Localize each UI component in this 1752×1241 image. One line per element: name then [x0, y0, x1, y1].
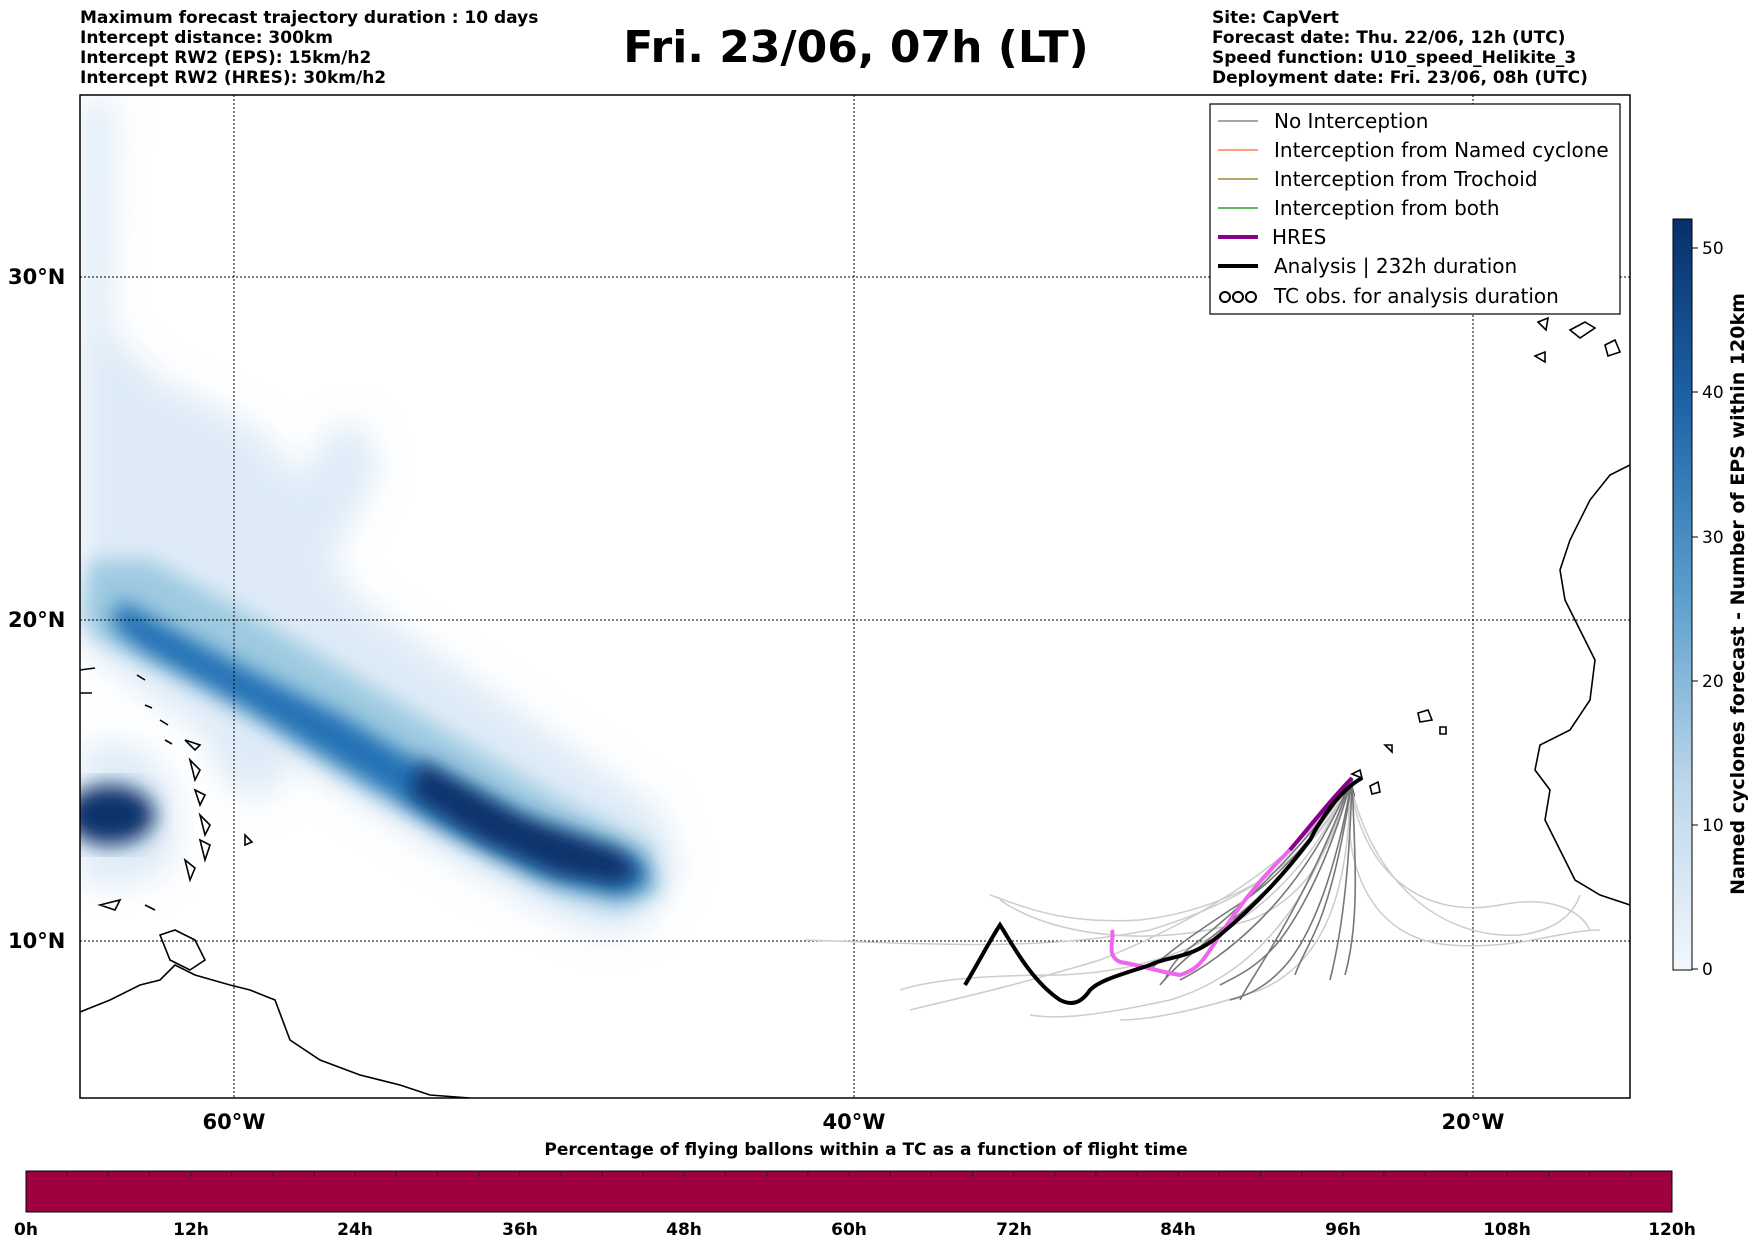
lat-label-30n: 30°N: [8, 265, 65, 289]
map-frame: [79, 94, 1631, 1099]
flight-bar-tick-labels: 0h 12h 24h 36h 48h 60h 72h 84h 96h 108h …: [14, 1220, 1696, 1240]
colorbar-tick-50: 50: [1702, 239, 1724, 259]
colorbar-tick-20: 20: [1702, 672, 1724, 692]
density-blob-core: [80, 785, 155, 845]
legend: No Interception Interception from Named …: [1209, 103, 1621, 315]
flight-bar-tick-96h: 96h: [1325, 1220, 1361, 1240]
legend-label-analysis: Analysis | 232h duration: [1274, 254, 1517, 278]
lat-labels: 30°N 20°N 10°N: [8, 265, 65, 953]
legend-label-named-cyclone: Interception from Named cyclone: [1274, 138, 1609, 162]
lon-labels: 60°W 40°W 20°W: [203, 1110, 1505, 1134]
lon-label-60w: 60°W: [203, 1110, 266, 1134]
flight-bar-fill: [25, 1170, 1673, 1213]
intercept-eps-text: Intercept RW2 (EPS): 15km/h2: [80, 48, 372, 68]
hres-trajectory-segment: [1288, 776, 1354, 852]
flight-bar-title: Percentage of flying ballons within a TC…: [544, 1140, 1187, 1160]
lesser-antilles: [80, 667, 254, 911]
traj-dark: [1219, 777, 1353, 986]
flight-bar-tick-120h: 120h: [1648, 1220, 1696, 1240]
traj-dark: [1179, 777, 1353, 981]
traj-light: [1029, 779, 1351, 1018]
flight-bar-minor-ticks: [66, 1171, 1632, 1177]
legend-label-tc-obs: TC obs. for analysis duration: [1273, 284, 1559, 308]
flight-bar-tick-60h: 60h: [831, 1220, 867, 1240]
lat-label-10n: 10°N: [8, 929, 65, 953]
traj-dark: [1229, 777, 1353, 1001]
legend-box: [1209, 103, 1621, 315]
canary-islands: [1533, 316, 1622, 364]
header-right-info: Site: CapVert Forecast date: Thu. 22/06,…: [1212, 8, 1588, 88]
coastlines: [80, 316, 1630, 1098]
legend-label-trochoid: Interception from Trochoid: [1274, 167, 1538, 191]
traj-light: [899, 779, 1351, 991]
traj-dark: [1239, 777, 1353, 1001]
legend-swatch-tc-obs: [1219, 291, 1257, 303]
analysis-trajectory: [963, 776, 1364, 1005]
flight-bar-tick-36h: 36h: [502, 1220, 538, 1240]
colorbar-tick-10: 10: [1702, 816, 1724, 836]
speed-function-text: Speed function: U10_speed_Helikite_3: [1212, 48, 1577, 68]
lon-label-40w: 40°W: [823, 1110, 886, 1134]
flight-time-bar: Percentage of flying ballons within a TC…: [14, 1140, 1696, 1240]
flight-bar-tick-84h: 84h: [1160, 1220, 1196, 1240]
flight-bar-tick-72h: 72h: [996, 1220, 1032, 1240]
cape-verde-islands: [1344, 709, 1447, 797]
legend-label-hres: HRES: [1272, 225, 1326, 249]
colorbar-tick-0: 0: [1702, 960, 1713, 980]
flight-bar-tick-48h: 48h: [666, 1220, 702, 1240]
colorbar-ticks: [1692, 247, 1698, 970]
traj-dark: [1294, 777, 1353, 976]
traj-light: [1347, 779, 1601, 947]
lat-label-20n: 20°N: [8, 608, 65, 632]
eps-density-layer: [80, 95, 1630, 1098]
traj-light: [1349, 779, 1591, 931]
flight-bar-tick-108h: 108h: [1483, 1220, 1531, 1240]
legend-label-no-interception: No Interception: [1274, 109, 1428, 133]
density-core-dark: [410, 760, 640, 885]
page-title: Fri. 23/06, 07h (LT): [623, 22, 1089, 73]
site-text: Site: CapVert: [1212, 8, 1339, 28]
colorbar: 0 10 20 30 40 50 Named cyclones forecast…: [1672, 218, 1749, 980]
africa-coast: [1534, 464, 1630, 906]
lon-label-20w: 20°W: [1442, 1110, 1505, 1134]
deployment-date-text: Deployment date: Fri. 23/06, 08h (UTC): [1212, 68, 1588, 88]
density-outer: [80, 100, 680, 935]
intercept-distance-text: Intercept distance: 300km: [80, 28, 333, 48]
max-duration-text: Maximum forecast trajectory duration : 1…: [80, 8, 539, 28]
legend-label-both: Interception from both: [1274, 196, 1500, 220]
flight-bar-tick-12h: 12h: [173, 1220, 209, 1240]
traj-light: [989, 779, 1351, 922]
gridlines: [80, 95, 1630, 1098]
traj-light: [1119, 779, 1351, 1021]
flight-bar-tick-0h: 0h: [14, 1220, 38, 1240]
colorbar-gradient: [1672, 218, 1693, 971]
trinidad-coast: [158, 929, 207, 971]
flight-bar-tick-24h: 24h: [337, 1220, 373, 1240]
traj-light: [1349, 779, 1581, 936]
traj-dark: [1329, 777, 1353, 981]
colorbar-label: Named cyclones forecast - Number of EPS …: [1727, 293, 1749, 895]
intercept-hres-text: Intercept RW2 (HRES): 30km/h2: [80, 68, 387, 88]
colorbar-tick-30: 30: [1702, 528, 1724, 548]
ensemble-trajectories-dark: [1149, 777, 1357, 1001]
south-america-coast: [80, 964, 471, 1098]
colorbar-tick-40: 40: [1702, 383, 1724, 403]
forecast-date-text: Forecast date: Thu. 22/06, 12h (UTC): [1212, 28, 1566, 48]
header-left-info: Maximum forecast trajectory duration : 1…: [80, 8, 538, 88]
traj-dark: [1344, 777, 1357, 976]
